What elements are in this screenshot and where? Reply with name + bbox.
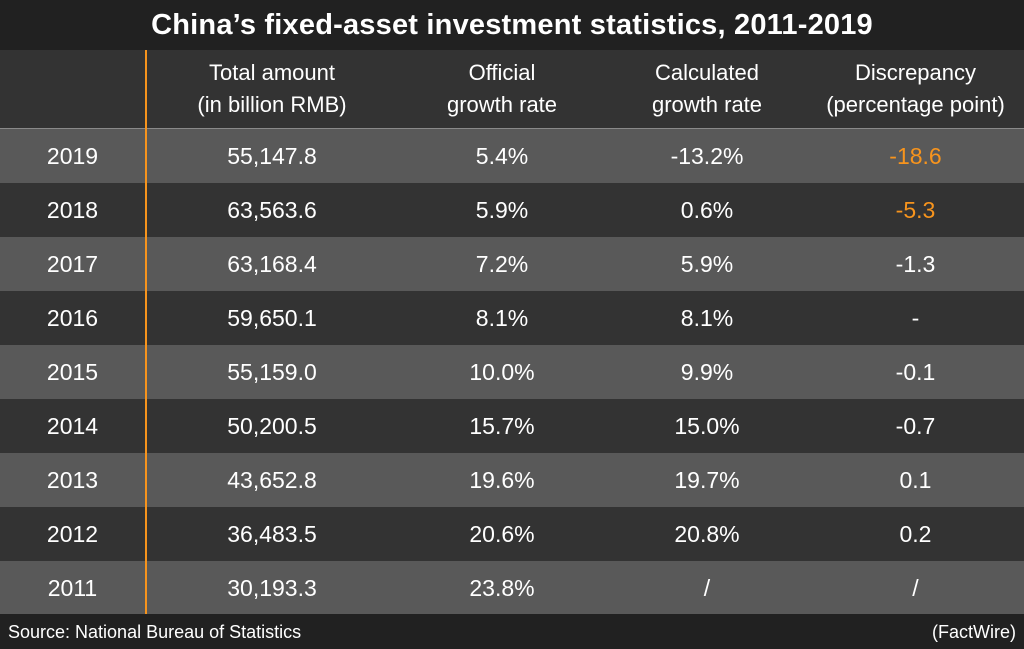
- cell-total: 50,200.5: [227, 412, 317, 439]
- table-row: 2011 30,193.3 23.8% / /: [0, 561, 1024, 615]
- cell-total: 30,193.3: [227, 574, 317, 601]
- cell-official: 5.4%: [475, 142, 529, 169]
- cell-calculated: /: [703, 574, 711, 601]
- cell-year: 2017: [46, 250, 99, 277]
- cell-calculated: 5.9%: [680, 250, 734, 277]
- cell-discrepancy: /: [912, 574, 919, 601]
- header-discrepancy: Discrepancy (percentage point): [807, 50, 1024, 128]
- cell-year: 2014: [46, 412, 99, 439]
- cell-discrepancy: -0.7: [895, 412, 936, 439]
- table-row: 2012 36,483.5 20.6% 20.8% 0.2: [0, 507, 1024, 561]
- cell-year: 2019: [46, 142, 99, 169]
- cell-calculated: 15.0%: [674, 412, 740, 439]
- cell-total: 59,650.1: [227, 304, 317, 331]
- cell-discrepancy: -5.3: [895, 196, 936, 223]
- cell-year: 2018: [46, 196, 99, 223]
- table-header: Total amount (in billion RMB) Official g…: [0, 50, 1024, 129]
- header-official-line1: Official: [468, 60, 536, 85]
- cell-official: 5.9%: [475, 196, 529, 223]
- header-total-line2: (in billion RMB): [197, 92, 347, 117]
- table-row: 2018 63,563.6 5.9% 0.6% -5.3: [0, 183, 1024, 237]
- header-discrepancy-line2: (percentage point): [826, 92, 1005, 117]
- cell-year: 2013: [46, 466, 99, 493]
- cell-discrepancy: -0.1: [895, 358, 936, 385]
- cell-total: 63,563.6: [227, 196, 317, 223]
- cell-official: 15.7%: [469, 412, 535, 439]
- cell-total: 43,652.8: [227, 466, 317, 493]
- table-row: 2014 50,200.5 15.7% 15.0% -0.7: [0, 399, 1024, 453]
- cell-calculated: 8.1%: [680, 304, 734, 331]
- cell-official: 10.0%: [469, 358, 535, 385]
- cell-official: 19.6%: [469, 466, 535, 493]
- cell-discrepancy: -1.3: [895, 250, 936, 277]
- source-note: Source: National Bureau of Statistics: [8, 622, 302, 642]
- cell-year: 2016: [46, 304, 99, 331]
- cell-year: 2011: [47, 574, 98, 601]
- cell-total: 63,168.4: [227, 250, 317, 277]
- cell-discrepancy: -: [911, 304, 920, 331]
- cell-official: 23.8%: [469, 574, 535, 601]
- cell-total: 55,159.0: [227, 358, 317, 385]
- header-calculated-line1: Calculated: [655, 60, 759, 85]
- cell-calculated: 20.8%: [674, 520, 740, 547]
- header-calculated-growth: Calculated growth rate: [607, 50, 807, 128]
- cell-discrepancy: 0.2: [899, 520, 932, 547]
- header-year: [0, 50, 145, 128]
- header-total-line1: Total amount: [209, 60, 335, 85]
- credit-note: (FactWire): [932, 622, 1016, 642]
- cell-discrepancy: 0.1: [899, 466, 932, 493]
- table-row: 2016 59,650.1 8.1% 8.1% -: [0, 291, 1024, 345]
- cell-calculated: 19.7%: [674, 466, 740, 493]
- cell-calculated: 0.6%: [680, 196, 734, 223]
- cell-official: 8.1%: [475, 304, 529, 331]
- table-row: 2013 43,652.8 19.6% 19.7% 0.1: [0, 453, 1024, 507]
- cell-total: 55,147.8: [227, 142, 317, 169]
- cell-official: 7.2%: [475, 250, 529, 277]
- chart-title: China’s fixed-asset investment statistic…: [0, 0, 1024, 50]
- table-row: 2015 55,159.0 10.0% 9.9% -0.1: [0, 345, 1024, 399]
- header-calculated-line2: growth rate: [651, 92, 763, 117]
- header-official-growth: Official growth rate: [397, 50, 607, 128]
- cell-total: 36,483.5: [227, 520, 317, 547]
- table-row: 2019 55,147.8 5.4% -13.2% -18.6: [0, 129, 1024, 183]
- table-row: 2017 63,168.4 7.2% 5.9% -1.3: [0, 237, 1024, 291]
- header-official-line2: growth rate: [446, 92, 558, 117]
- cell-official: 20.6%: [469, 520, 535, 547]
- cell-discrepancy: -18.6: [889, 142, 942, 169]
- column-divider: [145, 50, 147, 614]
- cell-year: 2015: [46, 358, 99, 385]
- cell-calculated: 9.9%: [680, 358, 734, 385]
- chart-footer: Source: National Bureau of Statistics (F…: [0, 614, 1024, 649]
- header-total-amount: Total amount (in billion RMB): [147, 50, 397, 128]
- cell-calculated: -13.2%: [670, 142, 744, 169]
- cell-year: 2012: [46, 520, 99, 547]
- header-discrepancy-line1: Discrepancy: [854, 60, 977, 85]
